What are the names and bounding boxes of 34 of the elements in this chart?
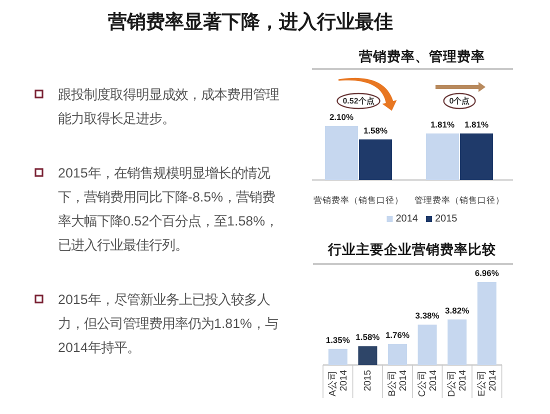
data-label: 1.35% [326,334,350,345]
data-label: 1.58% [363,125,388,136]
x-tick-label: 2015 [362,370,374,392]
bar [477,282,496,365]
bar [388,344,407,365]
text: 营销费率显著下降，进入行业最佳 [107,11,393,33]
bar [358,346,378,365]
text: 0.52个点 [342,96,374,106]
data-label: 1.58% [356,332,380,342]
legend-label: 2015 [435,214,458,224]
text: 跟投制度取得明显成效，成本费用管理能力取得长足进步。 [58,86,279,126]
data-label: 1.76% [385,330,410,340]
data-label: 6.96% [474,268,500,278]
text: 2015年，在销售规模明显增长的情况下，营销费用同比下降-8.5%，营销费率大幅下降0.52个百分点，至1.58%，已进入行业最佳行列。 [58,165,278,252]
text: 0个点 [449,96,470,106]
x-tick-label: B公司 2014 [386,370,408,396]
x-tick-label: D公司 2014 [445,370,468,397]
data-label: 1.81% [430,119,455,130]
bar [418,324,437,365]
data-label: 2.10% [329,112,354,122]
bar [328,348,348,365]
x-tick-label: C公司 2014 [415,370,438,397]
text: 2015年，尽管新业务上已投入较多人力，但公司管理费用率仍为1.81%，与2014年持平。 [58,292,278,354]
x-tick-label: E公司 2014 [474,370,498,396]
data-label: 3.82% [445,305,470,316]
x-tick-label: A公司 2014 [326,370,349,396]
chart-title: 行业主要企业营销费率比较 [327,241,497,258]
x-tick-label: 营销费率（销售口径） [314,195,404,205]
data-label: 3.38% [415,310,440,321]
data-label: 1.81% [464,119,489,130]
bar [448,319,467,365]
chart-title: 营销费率、管理费率 [358,48,485,65]
legend-label: 2014 [396,214,418,224]
x-tick-label: 管理费率（销售口径） [414,195,504,205]
